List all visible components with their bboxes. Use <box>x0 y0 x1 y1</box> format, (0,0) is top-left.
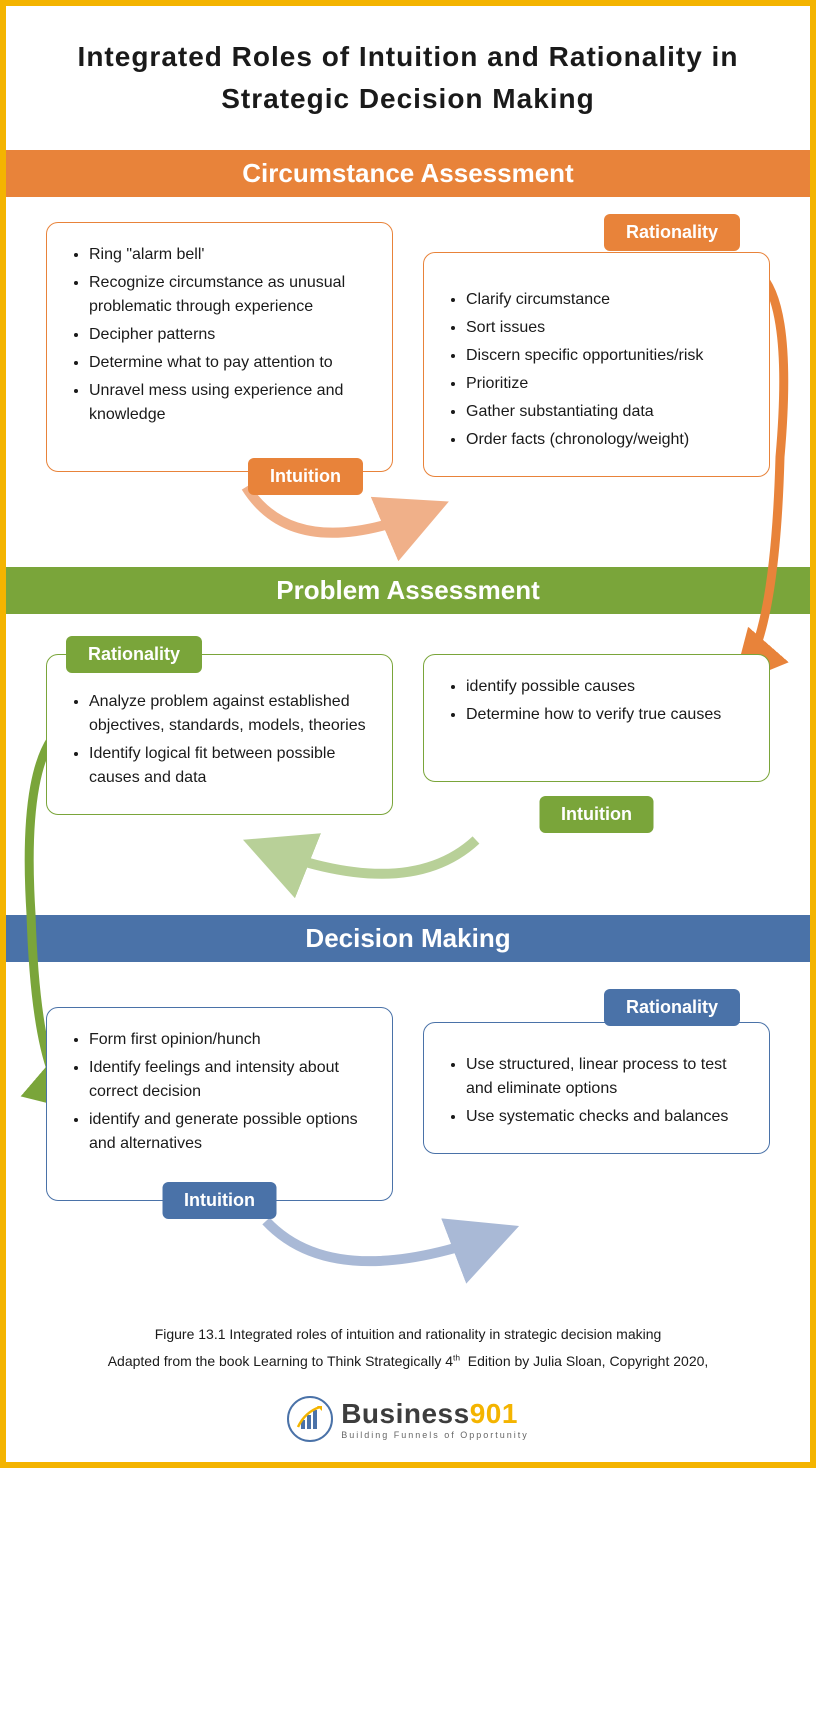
list-item: Form first opinion/hunch <box>89 1028 370 1052</box>
section-body-circumstance: Ring "alarm bell' Recognize circumstance… <box>6 197 810 567</box>
list-item: Clarify circumstance <box>466 288 747 312</box>
list-item: Use structured, linear process to test a… <box>466 1053 747 1101</box>
section-body-problem: Rationality Analyze problem against esta… <box>6 614 810 915</box>
list-item: identify and generate possible options a… <box>89 1108 370 1156</box>
logo-mark-icon <box>287 1396 333 1442</box>
section-heading-decision: Decision Making <box>6 915 810 962</box>
list-item: Identify logical fit between possible ca… <box>89 742 370 790</box>
box-rationality-3: Rationality Use structured, linear proce… <box>423 1007 770 1201</box>
infographic-frame: Integrated Roles of Intuition and Ration… <box>0 0 816 1468</box>
list-item: Unravel mess using experience and knowle… <box>89 379 370 427</box>
box-intuition-2: identify possible causes Determine how t… <box>423 654 770 815</box>
list-item: Sort issues <box>466 316 747 340</box>
arrow-intuition-to-rationality-3 <box>236 1201 536 1301</box>
list-item: Gather substantiating data <box>466 400 747 424</box>
list-item: Use systematic checks and balances <box>466 1105 747 1129</box>
section-body-decision: Form first opinion/hunch Identify feelin… <box>6 962 810 1301</box>
list-item: Identify feelings and intensity about co… <box>89 1056 370 1104</box>
list-item: Determine how to verify true causes <box>466 703 747 727</box>
section-heading-circumstance: Circumstance Assessment <box>6 150 810 197</box>
rationality-list-2: Analyze problem against established obje… <box>69 690 370 790</box>
tag-intuition: Intuition <box>162 1182 277 1219</box>
rationality-list-3: Use structured, linear process to test a… <box>446 1053 747 1129</box>
page-title: Integrated Roles of Intuition and Ration… <box>6 36 810 120</box>
logo: Business901 Building Funnels of Opportun… <box>6 1384 810 1442</box>
tag-rationality: Rationality <box>604 214 740 251</box>
tag-rationality: Rationality <box>604 989 740 1026</box>
intuition-list-3: Form first opinion/hunch Identify feelin… <box>69 1028 370 1156</box>
figure-caption: Figure 13.1 Integrated roles of intuitio… <box>6 1301 810 1384</box>
ordinal-suffix: th <box>453 1352 460 1362</box>
intuition-list-2: identify possible causes Determine how t… <box>446 675 747 727</box>
list-item: Analyze problem against established obje… <box>89 690 370 738</box>
tag-intuition: Intuition <box>539 796 654 833</box>
list-item: identify possible causes <box>466 675 747 699</box>
list-item: Prioritize <box>466 372 747 396</box>
caption-line2: Adapted from the book Learning to Think … <box>46 1348 770 1375</box>
box-intuition-1: Ring "alarm bell' Recognize circumstance… <box>46 222 393 477</box>
list-item: Decipher patterns <box>89 323 370 347</box>
box-rationality-1: Rationality Clarify circumstance Sort is… <box>423 222 770 477</box>
list-item: Recognize circumstance as unusual proble… <box>89 271 370 319</box>
tag-rationality: Rationality <box>66 636 202 673</box>
caption-line1: Figure 13.1 Integrated roles of intuitio… <box>46 1321 770 1348</box>
tag-intuition: Intuition <box>248 458 363 495</box>
section-heading-problem: Problem Assessment <box>6 567 810 614</box>
rationality-list-1: Clarify circumstance Sort issues Discern… <box>446 288 747 452</box>
intuition-list-1: Ring "alarm bell' Recognize circumstance… <box>69 243 370 427</box>
list-item: Discern specific opportunities/risk <box>466 344 747 368</box>
list-item: Determine what to pay attention to <box>89 351 370 375</box>
arrow-intuition-to-rationality-2 <box>226 810 506 910</box>
box-intuition-3: Form first opinion/hunch Identify feelin… <box>46 1007 393 1201</box>
box-rationality-2: Rationality Analyze problem against esta… <box>46 654 393 815</box>
logo-text: Business901 Building Funnels of Opportun… <box>341 1398 529 1440</box>
list-item: Ring "alarm bell' <box>89 243 370 267</box>
list-item: Order facts (chronology/weight) <box>466 428 747 452</box>
logo-tagline: Building Funnels of Opportunity <box>341 1430 529 1440</box>
